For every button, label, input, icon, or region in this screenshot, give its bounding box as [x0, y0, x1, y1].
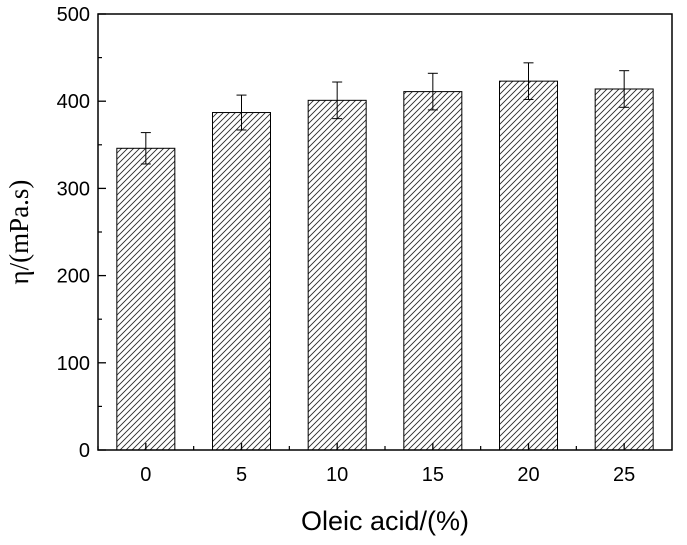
error-bar — [140, 132, 151, 165]
x-tick-label: 15 — [422, 464, 444, 486]
y-axis-title: η/(mPa.s) — [4, 180, 34, 285]
error-bar — [332, 81, 343, 120]
y-axis-ticks: 0 100 200 300 400 500 — [57, 4, 106, 462]
y-tick-label: 400 — [57, 91, 90, 113]
y-tick-label: 300 — [57, 178, 90, 200]
x-axis-title: Oleic acid/(%) — [301, 506, 469, 536]
error-bar — [427, 72, 438, 111]
x-tick-label: 0 — [140, 464, 151, 486]
plot-frame — [97, 13, 673, 451]
error-bars-layer — [140, 62, 630, 165]
bars-layer — [116, 80, 654, 451]
bar — [116, 147, 176, 451]
bar — [212, 112, 271, 451]
x-tick-label: 10 — [326, 464, 348, 486]
x-tick-label: 20 — [517, 464, 539, 486]
y-tick-label: 500 — [57, 4, 90, 26]
error-bar — [236, 94, 247, 131]
y-tick-label: 100 — [57, 353, 90, 375]
y-tick-label: 0 — [79, 440, 90, 462]
bar — [499, 80, 558, 451]
x-tick-label: 25 — [613, 464, 635, 486]
bar — [594, 88, 654, 451]
bar — [307, 99, 367, 451]
bar — [403, 91, 463, 451]
y-tick-label: 200 — [57, 266, 90, 288]
error-bar — [523, 62, 534, 100]
error-bar — [619, 70, 630, 108]
x-axis-ticks: 0 5 10 15 20 25 — [97, 443, 635, 486]
x-tick-label: 5 — [236, 464, 247, 486]
